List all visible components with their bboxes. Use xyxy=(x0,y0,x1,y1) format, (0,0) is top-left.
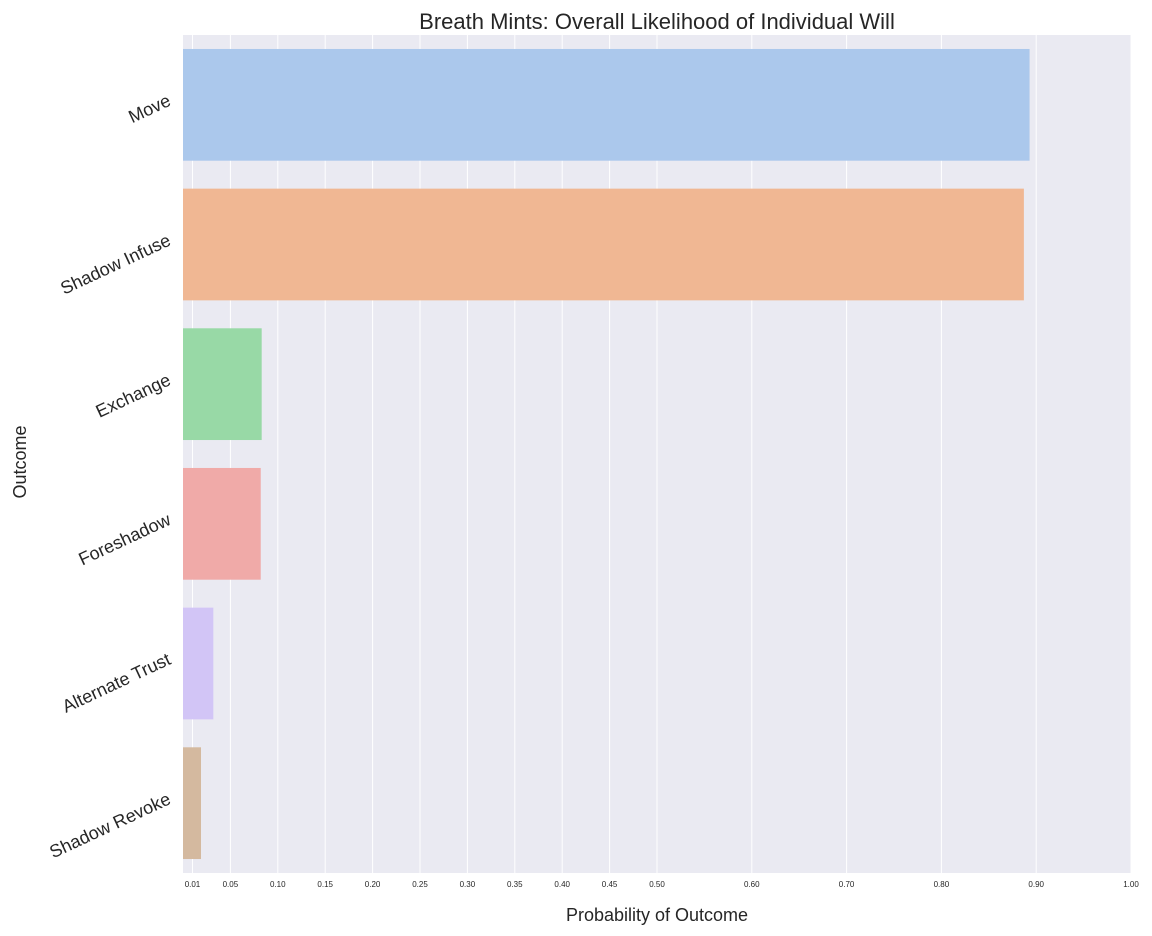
x-tick-labels: 0.01 0.05 0.10 0.15 0.20 0.25 0.30 0.35 0.40 0.45… xyxy=(185,880,1140,889)
chart-title: Breath Mints: Overall Likelihood of Indi… xyxy=(419,9,895,34)
bar-foreshadow xyxy=(183,467,261,580)
x-axis-title: Probability of Outcome xyxy=(566,905,748,925)
x-tick-label: 0.30 xyxy=(460,880,476,889)
x-tick-label: 0.35 xyxy=(507,880,523,889)
y-category-label: Move xyxy=(125,90,173,127)
x-tick-label: 0.70 xyxy=(839,880,855,889)
y-category-label: Foreshadow xyxy=(75,509,174,569)
y-axis-title: Outcome xyxy=(10,425,30,498)
x-tick-label: 0.10 xyxy=(270,880,286,889)
x-tick-label: 0.80 xyxy=(934,880,950,889)
bars xyxy=(183,48,1030,860)
y-category-label: Exchange xyxy=(93,370,174,422)
x-tick-label: 0.15 xyxy=(317,880,333,889)
y-category-labels: Move Shadow Infuse Exchange Foreshadow Alter… xyxy=(46,90,174,862)
gridlines xyxy=(191,35,1132,873)
x-tick-label: 0.50 xyxy=(649,880,665,889)
x-tick-label: 0.25 xyxy=(412,880,428,889)
x-tick-label: 0.05 xyxy=(223,880,239,889)
y-category-label: Shadow Revoke xyxy=(46,789,173,863)
bar-alternate-trust xyxy=(183,607,214,720)
x-tick-label: 0.45 xyxy=(602,880,618,889)
bar-shadow-infuse xyxy=(183,188,1024,301)
x-tick-label: 0.01 xyxy=(185,880,201,889)
x-tick-label: 0.40 xyxy=(554,880,570,889)
x-tick-label: 1.00 xyxy=(1123,880,1139,889)
x-tick-label: 0.60 xyxy=(744,880,760,889)
y-category-label: Shadow Infuse xyxy=(57,230,173,298)
x-tick-label: 0.20 xyxy=(365,880,381,889)
bar-move xyxy=(183,48,1030,161)
x-tick-label: 0.90 xyxy=(1028,880,1044,889)
bar-shadow-revoke xyxy=(183,747,202,860)
y-category-label: Alternate Trust xyxy=(59,649,174,717)
bar-exchange xyxy=(183,328,262,441)
